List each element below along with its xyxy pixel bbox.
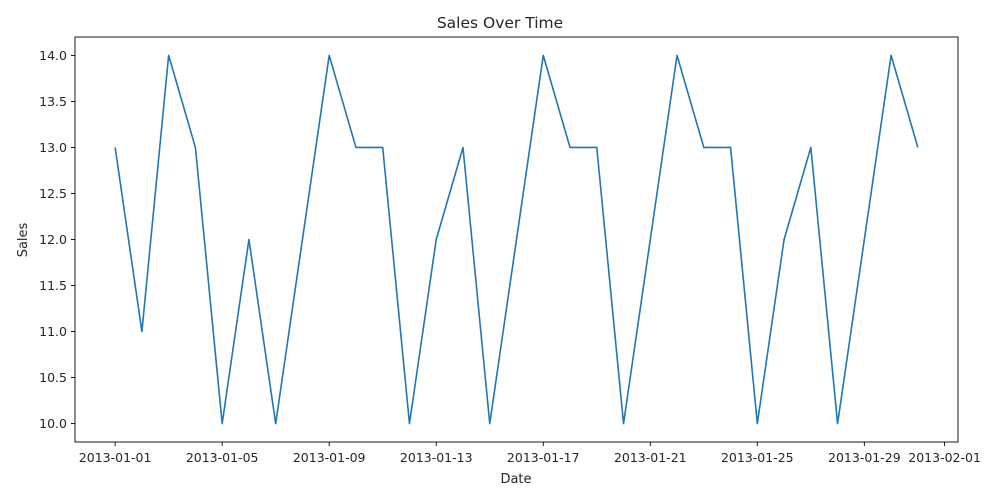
y-tick-label: 11.0	[39, 324, 67, 339]
x-tick-label: 2013-01-13	[400, 450, 473, 465]
x-tick-label: 2013-01-17	[507, 450, 580, 465]
y-axis-label: Sales	[16, 222, 31, 257]
x-tick-label: 2013-01-21	[614, 450, 687, 465]
y-tick-label: 14.0	[39, 48, 67, 63]
y-tick-label: 12.5	[39, 186, 67, 201]
plot-area: 2013-01-01 2013-01-05 2013-01-09 2013-01-13…	[39, 36, 981, 465]
y-tick-label: 13.0	[39, 140, 67, 155]
y-tick-label: 12.0	[39, 232, 67, 247]
x-tick-label: 2013-01-05	[186, 450, 259, 465]
x-axis-label: Date	[500, 472, 531, 487]
x-tick-label: 2013-02-01	[908, 450, 981, 465]
x-tick-label: 2013-01-29	[828, 450, 901, 465]
x-tick-label: 2013-01-01	[79, 450, 152, 465]
series-line	[114, 54, 919, 425]
x-tick-label: 2013-01-25	[721, 450, 794, 465]
x-tick-label: 2013-01-09	[293, 450, 366, 465]
y-tick-label: 11.5	[39, 278, 67, 293]
y-tick-label: 10.0	[39, 416, 67, 431]
y-tick-label: 13.5	[39, 94, 67, 109]
y-tick-label: 10.5	[39, 370, 67, 385]
chart-title: Sales Over Time	[437, 14, 563, 32]
